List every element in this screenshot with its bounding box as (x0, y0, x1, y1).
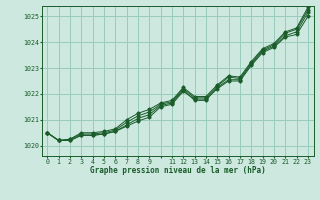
X-axis label: Graphe pression niveau de la mer (hPa): Graphe pression niveau de la mer (hPa) (90, 166, 266, 175)
